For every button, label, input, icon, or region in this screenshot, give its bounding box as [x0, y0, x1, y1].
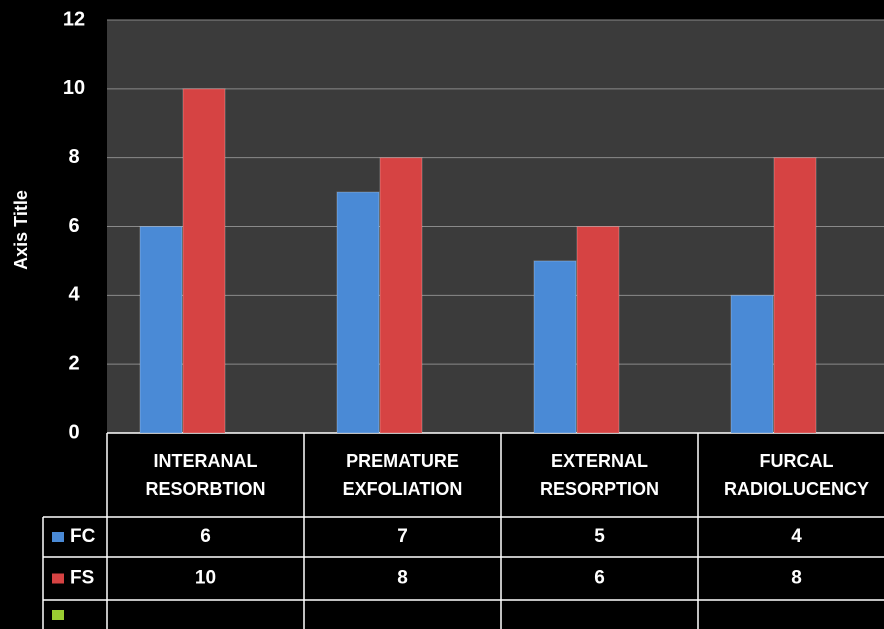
- table-value: 8: [397, 568, 408, 589]
- x-tick-label: INTERANAL RESORBTION: [145, 451, 265, 499]
- table-value: 6: [594, 568, 605, 589]
- label-line: INTERANAL: [154, 451, 258, 471]
- table-value: 4: [791, 526, 802, 547]
- y-tick-label: 10: [63, 77, 85, 99]
- bar: [730, 294, 774, 434]
- label-line: FURCAL: [760, 451, 834, 471]
- x-tick-label: EXTERNAL RESORPTION: [540, 451, 659, 499]
- y-tick-label: 12: [63, 8, 85, 30]
- bar: [379, 157, 423, 434]
- label-line: PREMATURE: [346, 451, 459, 471]
- label-line: RESORPTION: [540, 479, 659, 499]
- y-tick-label: 8: [68, 146, 79, 168]
- bar: [139, 226, 183, 434]
- bar: [533, 260, 577, 434]
- legend-label: FC: [70, 526, 96, 547]
- table-value: 5: [594, 526, 605, 547]
- label-line: EXTERNAL: [551, 451, 648, 471]
- y-axis-title: Axis Title: [11, 190, 31, 270]
- legend-key-empty: [52, 610, 64, 620]
- legend-label: FS: [70, 568, 94, 589]
- y-tick-label: 2: [68, 352, 79, 374]
- y-tick-label: 6: [68, 215, 79, 237]
- table-value: 6: [200, 526, 211, 547]
- bar: [576, 226, 620, 434]
- bar: [336, 191, 380, 434]
- y-tick-label: 0: [68, 421, 79, 443]
- bar: [182, 88, 226, 434]
- bar: [773, 157, 817, 434]
- table-value: 8: [791, 568, 802, 589]
- table-value: 10: [195, 568, 216, 589]
- y-tick-label: 4: [68, 284, 80, 306]
- legend-key: [52, 573, 64, 584]
- x-tick-label: FURCAL RADIOLUCENCY: [724, 451, 869, 499]
- x-tick-label: PREMATURE EXFOLIATION: [343, 451, 463, 499]
- legend-key: [52, 532, 64, 542]
- table-value: 7: [397, 526, 408, 547]
- label-line: RADIOLUCENCY: [724, 479, 869, 499]
- label-line: EXFOLIATION: [343, 479, 463, 499]
- label-line: RESORBTION: [145, 479, 265, 499]
